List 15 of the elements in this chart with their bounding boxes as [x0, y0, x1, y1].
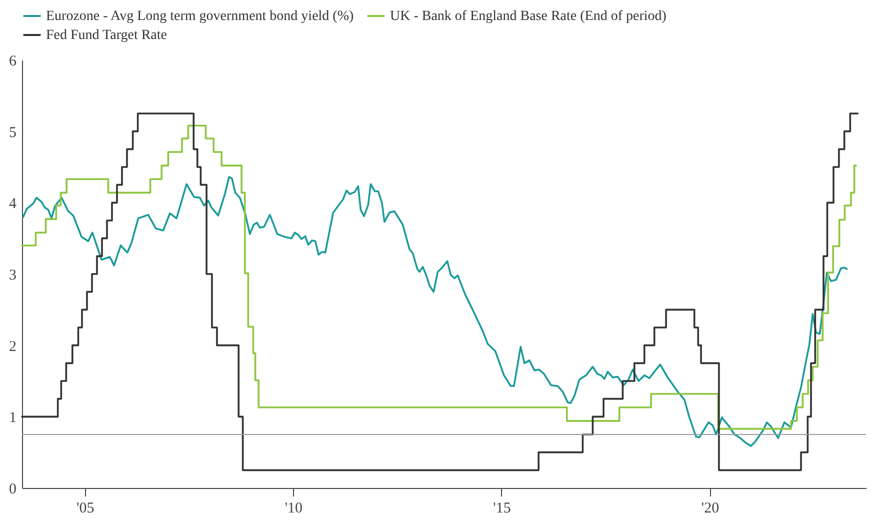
x-tick-label: '10 [284, 500, 303, 516]
y-tick-label: 4 [9, 196, 17, 212]
legend-label: Fed Fund Target Rate [46, 28, 167, 43]
line-series [22, 176, 848, 447]
legend-label: UK - Bank of England Base Rate (End of period) [390, 9, 667, 24]
y-tick-label: 3 [9, 268, 16, 284]
x-tick-label: '15 [493, 500, 511, 516]
y-tick-label: 2 [9, 338, 16, 355]
y-tick-label: 1 [9, 410, 16, 426]
y-tick-label: 6 [9, 54, 17, 70]
y-tick-label: 5 [9, 124, 16, 141]
legend-label: Eurozone - Avg Long term government bond yield (%) [46, 9, 354, 24]
y-tick-label: 0 [9, 482, 16, 498]
x-tick-label: '20 [701, 500, 720, 516]
x-tick-label: '05 [76, 500, 94, 516]
